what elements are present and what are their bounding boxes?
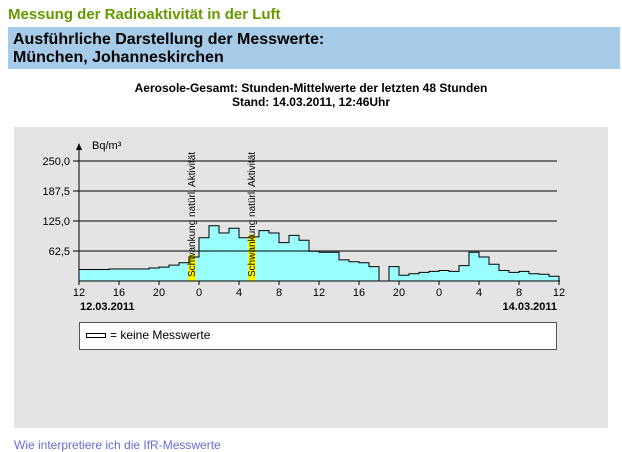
y-axis-label: Bq/m³ (92, 140, 122, 152)
y-tick-label: 62,5 (49, 246, 70, 258)
data-bar (109, 269, 119, 281)
x-tick-label: 16 (113, 287, 125, 299)
data-bar (329, 252, 339, 281)
y-axis-arrow (76, 143, 82, 150)
y-tick-label: 187,5 (42, 186, 70, 198)
x-tick-label: 12 (553, 287, 565, 299)
data-bar (289, 235, 299, 281)
data-bar (209, 225, 219, 281)
data-bar (369, 266, 379, 281)
x-tick-label: 16 (353, 287, 365, 299)
data-bar (489, 264, 499, 281)
header-banner: Ausführliche Darstellung der Messwerte: … (8, 27, 620, 69)
chart-timestamp: Stand: 14.03.2011, 12:46Uhr (231, 95, 391, 109)
banner-location: München, Johanneskirchen (13, 49, 224, 66)
data-bar (149, 268, 159, 281)
y-tick-label: 250,0 (42, 156, 70, 168)
chart-subtitle: Aerosole-Gesamt: Stunden-Mittelwerte der… (134, 81, 488, 95)
data-bar (469, 252, 479, 281)
data-bar (419, 272, 429, 281)
data-bar (459, 265, 469, 281)
data-bar (429, 271, 439, 281)
data-bar (349, 261, 359, 281)
x-tick-label: 0 (436, 287, 442, 299)
annotation-label: Schwankung natürl. Aktivität (247, 152, 258, 277)
data-bar (339, 259, 349, 281)
annotation-label: Schwankung natürl. Aktivität (187, 152, 198, 277)
series-outline (78, 225, 380, 281)
interpretation-link[interactable]: Wie interpretiere ich die IfR-Messwerte (14, 438, 221, 452)
data-bar (159, 267, 169, 281)
legend-label: = keine Messwerte (110, 328, 211, 342)
no-data-swatch (86, 333, 106, 338)
data-bar (199, 237, 209, 281)
x-tick-label: 20 (393, 287, 405, 299)
data-bar (269, 233, 279, 281)
data-bar (79, 269, 89, 281)
data-bar (499, 270, 509, 281)
series-outline (388, 251, 560, 281)
data-bar (169, 265, 179, 281)
x-tick-label: 20 (153, 287, 165, 299)
x-tick-label: 4 (476, 287, 482, 299)
data-bar (539, 274, 549, 281)
data-bar (229, 228, 239, 281)
data-bar (389, 266, 399, 281)
data-bar (409, 273, 419, 281)
end-date-label: 14.03.2011 (503, 301, 557, 313)
x-tick-label: 4 (236, 287, 242, 299)
banner-heading: Ausführliche Darstellung der Messwerte: (13, 31, 325, 48)
data-bar (239, 237, 249, 281)
annotation-marker (248, 234, 256, 281)
y-tick-label: 125,0 (42, 216, 70, 228)
data-bar (359, 262, 369, 281)
x-tick-label: 8 (516, 287, 522, 299)
x-tick-label: 8 (276, 287, 282, 299)
data-bar (179, 262, 189, 281)
data-bar (309, 251, 319, 281)
data-bar (99, 269, 109, 281)
annotation-marker (188, 255, 196, 281)
page-title: Messung der Radioaktivität in der Luft (8, 6, 281, 23)
data-bar (449, 271, 459, 281)
data-bar (279, 242, 289, 281)
data-bar (299, 240, 309, 281)
x-tick-label: 12 (73, 287, 85, 299)
data-bar (319, 252, 329, 281)
data-bar (399, 275, 409, 281)
data-bar (259, 230, 269, 281)
data-bar (119, 269, 129, 281)
x-tick-label: 0 (196, 287, 202, 299)
data-bar (549, 276, 559, 281)
data-bar (439, 270, 449, 281)
chart-legend: = keine Messwerte (79, 322, 557, 350)
data-bar (89, 269, 99, 281)
start-date-label: 12.03.2011 (80, 301, 134, 313)
data-bar (529, 273, 539, 281)
data-bar (479, 257, 489, 281)
x-tick-label: 12 (313, 287, 325, 299)
data-bar (519, 271, 529, 281)
data-bar (129, 269, 139, 281)
data-bar (509, 272, 519, 281)
data-bar (139, 269, 149, 281)
data-bar (219, 233, 229, 281)
